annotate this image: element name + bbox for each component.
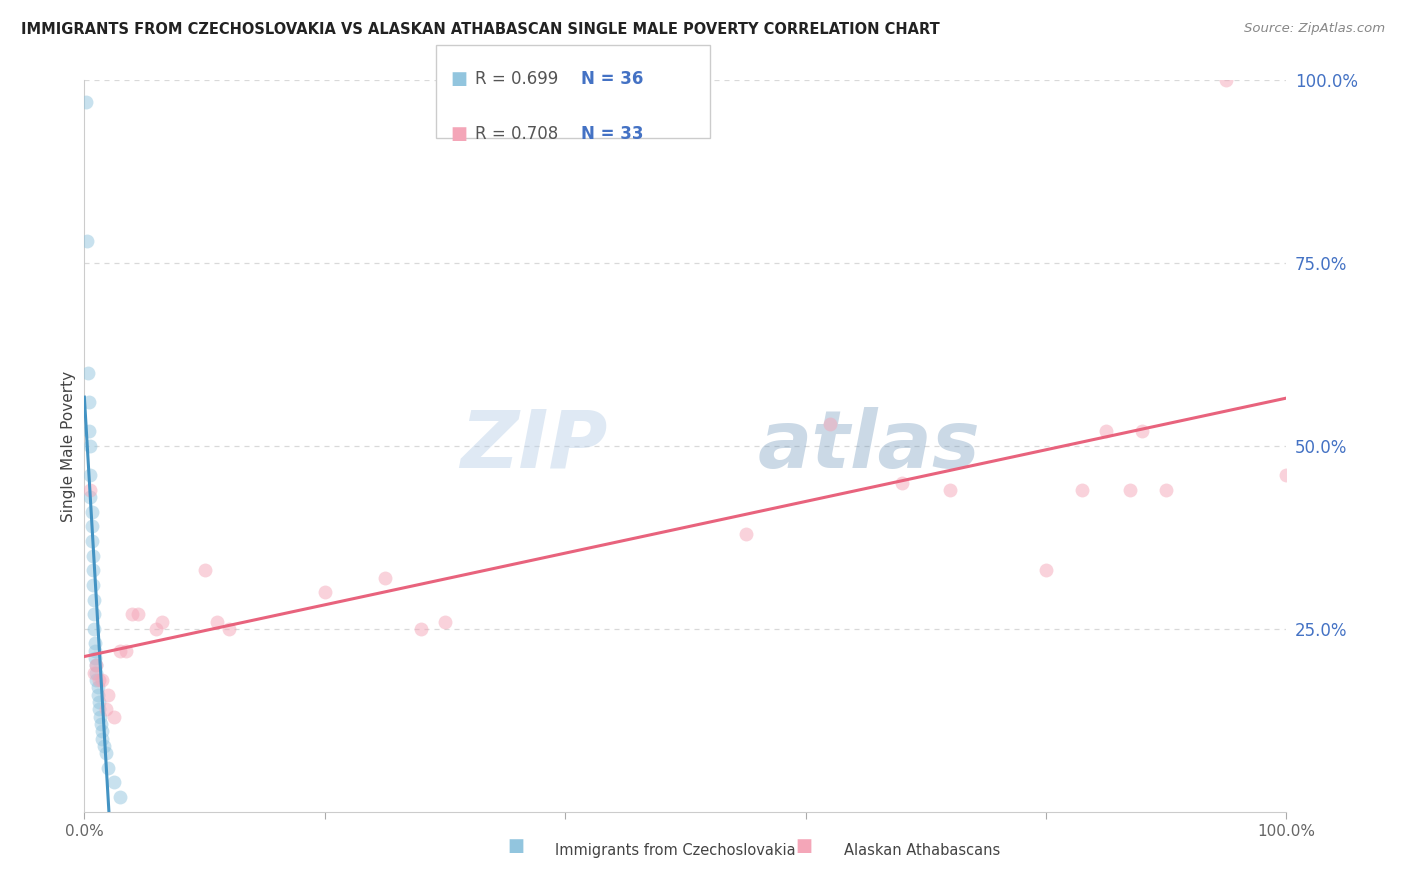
Point <box>409 622 432 636</box>
Point <box>1035 563 1057 577</box>
Point <box>82 578 104 592</box>
Text: R = 0.699: R = 0.699 <box>475 70 558 87</box>
Point <box>77 366 100 380</box>
Point <box>77 395 100 409</box>
Point <box>80 519 103 533</box>
Text: ■: ■ <box>450 70 467 87</box>
Text: Alaskan Athabascans: Alaskan Athabascans <box>844 843 1000 858</box>
Point <box>82 563 104 577</box>
Point <box>84 651 107 665</box>
Text: ■: ■ <box>450 125 467 143</box>
Point <box>94 702 117 716</box>
Point <box>939 483 962 497</box>
Point <box>121 607 143 622</box>
Text: ZIP: ZIP <box>460 407 607 485</box>
Point <box>82 549 104 563</box>
Point <box>83 592 105 607</box>
Point <box>374 571 396 585</box>
Point <box>91 724 114 739</box>
Text: Source: ZipAtlas.com: Source: ZipAtlas.com <box>1244 22 1385 36</box>
Point <box>86 665 108 680</box>
Point <box>818 417 841 431</box>
Point <box>89 709 111 723</box>
Point <box>1071 483 1094 497</box>
Point <box>91 731 114 746</box>
Point <box>86 658 108 673</box>
Point <box>145 622 167 636</box>
Point <box>87 673 110 687</box>
Text: N = 36: N = 36 <box>581 70 643 87</box>
Point <box>152 615 174 629</box>
Point <box>314 585 336 599</box>
Point <box>75 95 97 110</box>
Point <box>110 644 132 658</box>
Point <box>86 673 108 687</box>
Text: N = 33: N = 33 <box>581 125 643 143</box>
Point <box>890 475 912 490</box>
Point <box>84 636 107 650</box>
Point <box>1095 425 1118 439</box>
Text: ■: ■ <box>508 838 524 855</box>
Point <box>434 615 457 629</box>
Point <box>79 483 101 497</box>
Point <box>87 702 110 716</box>
Point <box>1119 483 1142 497</box>
Point <box>127 607 149 622</box>
Point <box>103 775 125 789</box>
Point <box>1275 468 1298 483</box>
Point <box>79 468 101 483</box>
Point <box>84 644 107 658</box>
Point <box>1156 483 1178 497</box>
Point <box>97 688 120 702</box>
Point <box>218 622 240 636</box>
Text: atlas: atlas <box>758 407 980 485</box>
Point <box>86 688 108 702</box>
Point <box>80 534 103 549</box>
Point <box>79 439 101 453</box>
Point <box>205 615 228 629</box>
Point <box>87 695 110 709</box>
Point <box>80 505 103 519</box>
Point <box>734 526 756 541</box>
Y-axis label: Single Male Poverty: Single Male Poverty <box>60 370 76 522</box>
Point <box>1215 73 1237 87</box>
Point <box>79 490 101 504</box>
Point <box>110 790 132 805</box>
Point <box>91 673 114 687</box>
Point <box>97 761 120 775</box>
Point <box>77 425 100 439</box>
Point <box>86 658 108 673</box>
Point <box>1130 425 1153 439</box>
Point <box>83 622 105 636</box>
Point <box>86 681 108 695</box>
Text: IMMIGRANTS FROM CZECHOSLOVAKIA VS ALASKAN ATHABASCAN SINGLE MALE POVERTY CORRELA: IMMIGRANTS FROM CZECHOSLOVAKIA VS ALASKA… <box>21 22 939 37</box>
Text: R = 0.708: R = 0.708 <box>475 125 558 143</box>
Point <box>90 717 112 731</box>
Text: Immigrants from Czechoslovakia: Immigrants from Czechoslovakia <box>555 843 796 858</box>
Point <box>83 607 105 622</box>
Point <box>115 644 138 658</box>
Point <box>76 234 98 248</box>
Point <box>103 709 125 723</box>
Text: ■: ■ <box>796 838 813 855</box>
Point <box>83 665 105 680</box>
Point <box>194 563 217 577</box>
Point <box>94 746 117 760</box>
Point <box>93 739 115 753</box>
